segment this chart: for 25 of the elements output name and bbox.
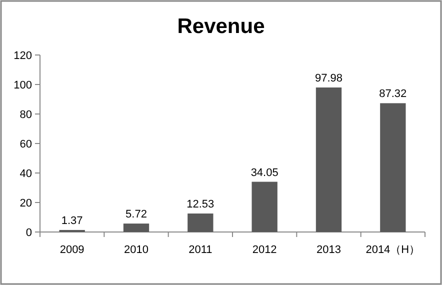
data-label: 97.98 (314, 72, 343, 84)
y-tick-label: 120 (14, 50, 32, 62)
y-tick-label: 80 (20, 109, 32, 121)
y-tick-label: 0 (26, 227, 32, 239)
data-label: 12.53 (186, 198, 214, 211)
x-tick-label: 2011 (188, 244, 212, 256)
x-tick-label: 2009 (60, 244, 84, 256)
bar (316, 87, 342, 232)
data-label: 87.32 (379, 88, 407, 100)
bar (123, 224, 150, 232)
data-label: 34.05 (250, 166, 278, 179)
chart-title: Revenue (177, 15, 265, 38)
y-tick-label: 60 (20, 138, 32, 150)
x-tick-label: 2014（H） (366, 244, 420, 256)
bar (252, 182, 278, 232)
bar (380, 103, 406, 232)
y-tick-label: 40 (20, 168, 32, 180)
data-label: 5.72 (126, 208, 147, 221)
bar (188, 214, 214, 232)
y-tick-label: 100 (14, 80, 32, 92)
y-tick-label: 20 (20, 198, 32, 210)
data-label: 1.37 (61, 214, 83, 227)
x-tick-label: 2012 (252, 244, 277, 256)
x-tick-label: 2010 (124, 244, 148, 256)
x-tick-label: 2013 (316, 244, 341, 256)
